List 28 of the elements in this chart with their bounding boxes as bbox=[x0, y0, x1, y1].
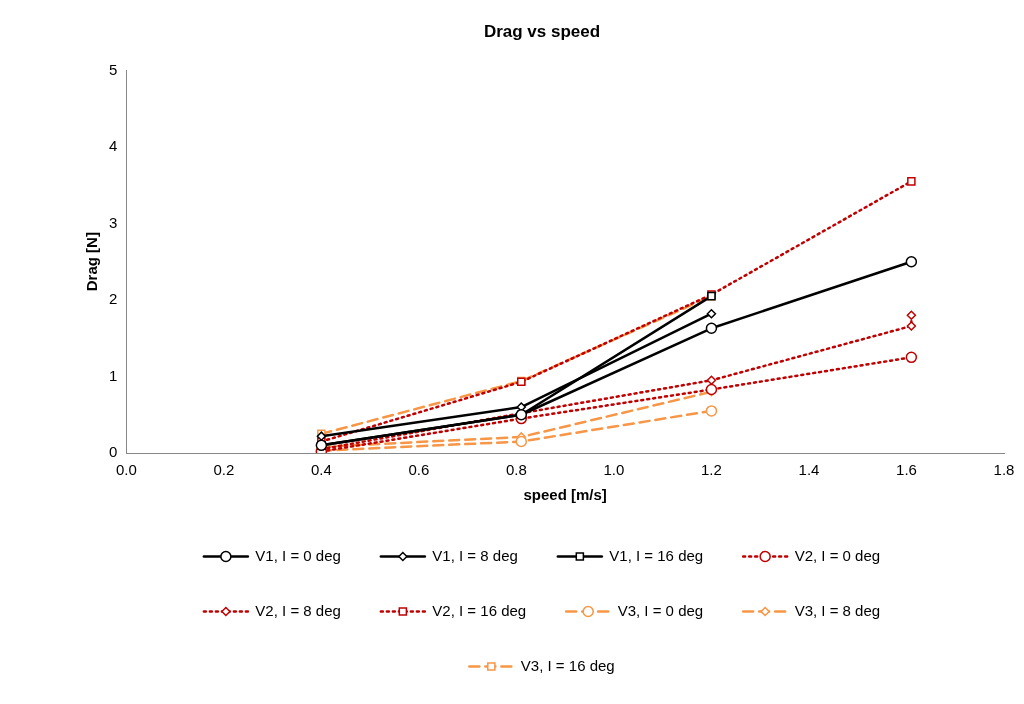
legend-label: V3, I = 8 deg bbox=[794, 601, 881, 619]
y-tick-label: 3 bbox=[109, 213, 118, 231]
x-tick-label: 1.8 bbox=[993, 461, 1015, 479]
x-tick-label: 0.0 bbox=[115, 461, 137, 479]
y-tick-label: 4 bbox=[109, 137, 118, 155]
x-tick-label: 0.6 bbox=[408, 461, 430, 479]
y-axis-title: Drag [N] bbox=[83, 232, 101, 292]
x-tick-label: 1.4 bbox=[798, 461, 820, 479]
legend-label: V3, I = 0 deg bbox=[617, 601, 704, 619]
chart-title: Drag vs speed bbox=[483, 21, 601, 41]
x-tick-label: 1.6 bbox=[896, 461, 917, 479]
legend-label: V3, I = 16 deg bbox=[520, 656, 615, 674]
x-tick-label: 0.8 bbox=[505, 461, 527, 479]
legend-label: V2, I = 8 deg bbox=[255, 601, 341, 619]
y-tick-label: 1 bbox=[109, 366, 118, 384]
legend-label: V2, I = 16 deg bbox=[432, 601, 527, 619]
y-tick-label: 2 bbox=[109, 290, 118, 308]
legend-label: V1, I = 8 deg bbox=[432, 546, 518, 564]
x-tick-label: 1.0 bbox=[603, 461, 625, 479]
x-tick-label: 0.4 bbox=[310, 461, 332, 479]
x-tick-label: 0.2 bbox=[213, 461, 235, 479]
legend-label: V1, I = 0 deg bbox=[255, 546, 341, 564]
x-tick-label: 1.2 bbox=[701, 461, 722, 479]
y-tick-label: 0 bbox=[109, 443, 118, 461]
y-tick-label: 5 bbox=[109, 60, 118, 78]
legend-label: V1, I = 16 deg bbox=[609, 546, 704, 564]
legend-label: V2, I = 0 deg bbox=[794, 546, 881, 564]
x-axis-title: speed [m/s] bbox=[523, 486, 607, 504]
